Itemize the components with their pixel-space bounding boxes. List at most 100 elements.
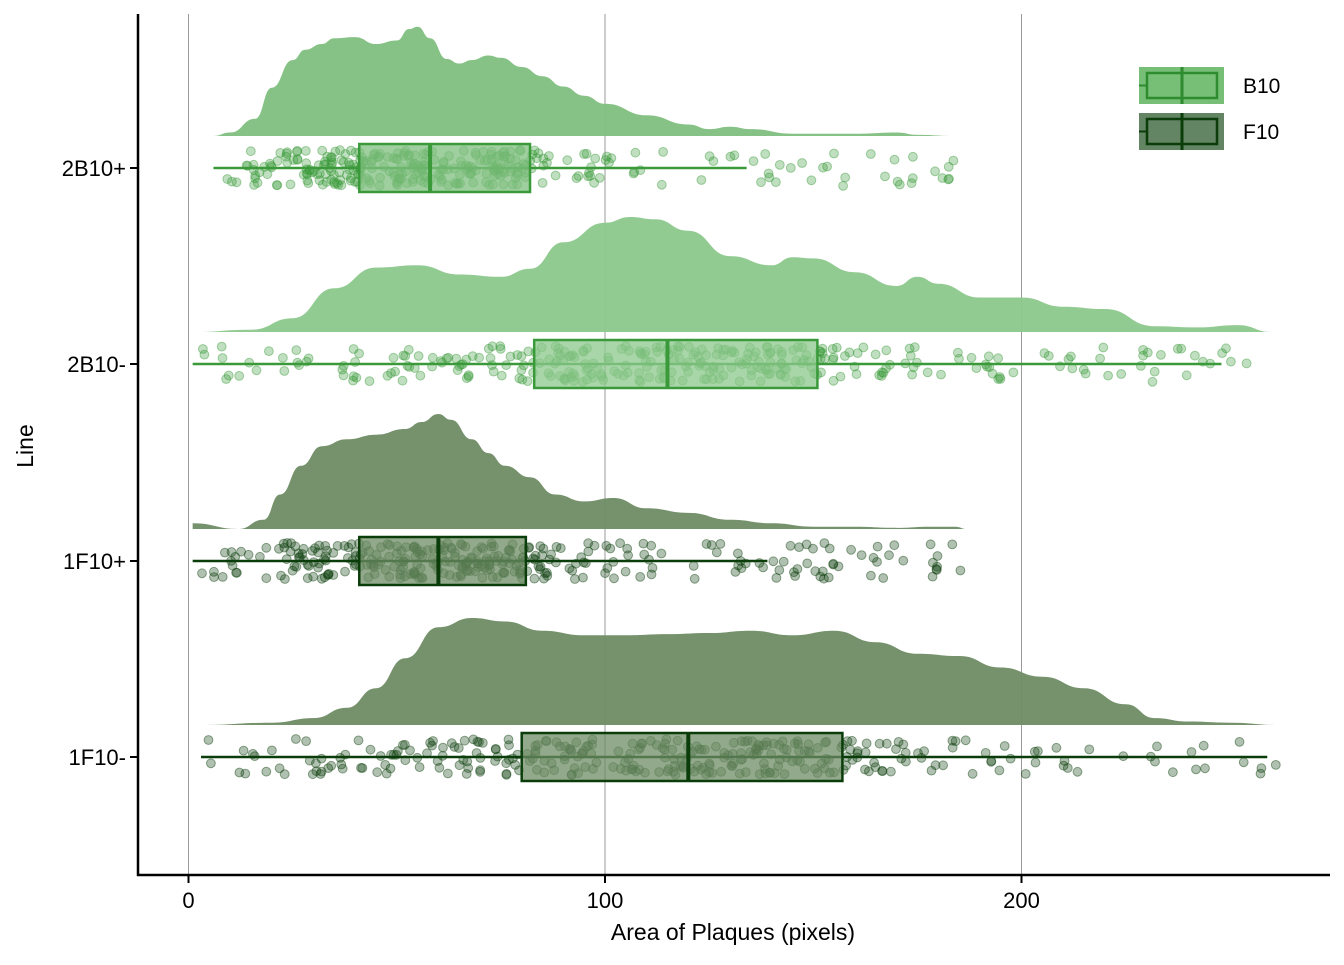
data-point	[313, 562, 324, 573]
data-point	[1138, 350, 1148, 361]
data-point	[550, 170, 561, 181]
data-point	[1080, 368, 1091, 379]
data-point	[797, 158, 807, 168]
data-point	[708, 156, 719, 167]
data-point	[535, 541, 546, 551]
data-point	[792, 564, 803, 574]
data-point	[312, 169, 323, 180]
data-point	[993, 353, 1003, 364]
data-point	[314, 540, 325, 551]
data-point	[281, 148, 292, 159]
data-point	[245, 146, 256, 157]
data-point	[380, 760, 391, 770]
data-point	[573, 171, 584, 181]
data-point	[338, 370, 349, 381]
data-point	[828, 559, 839, 570]
data-point	[1147, 376, 1158, 387]
data-point	[293, 548, 304, 559]
data-point	[538, 543, 549, 554]
data-point	[317, 145, 328, 156]
box-1F10+	[358, 535, 528, 587]
data-point	[317, 179, 328, 190]
data-point	[313, 547, 323, 558]
data-point	[828, 375, 839, 386]
data-point	[1198, 740, 1209, 751]
boxplots	[192, 142, 1268, 783]
data-point	[217, 353, 228, 363]
data-point	[891, 744, 901, 754]
data-point	[485, 353, 496, 364]
data-point	[1255, 768, 1266, 779]
data-point	[320, 156, 330, 167]
data-point	[819, 573, 829, 584]
data-point	[512, 350, 523, 360]
data-point	[858, 342, 869, 353]
data-point	[824, 543, 835, 554]
data-point	[907, 369, 917, 380]
data-point	[496, 370, 507, 381]
data-point	[1062, 763, 1073, 773]
density-cloud-1F10-	[200, 618, 1280, 725]
y-axis-title: Line	[12, 424, 38, 467]
data-point	[475, 765, 486, 775]
data-point	[802, 558, 813, 569]
data-point	[960, 735, 971, 746]
density-cloud-1F10+	[192, 414, 968, 529]
data-point	[771, 573, 782, 583]
data-point	[688, 561, 699, 571]
data-point	[472, 736, 483, 747]
data-point	[301, 736, 312, 746]
data-point	[329, 179, 340, 189]
data-point	[864, 766, 874, 777]
data-point	[342, 170, 352, 180]
data-point	[199, 349, 210, 360]
data-point	[400, 351, 411, 361]
data-point	[840, 351, 850, 361]
data-point	[810, 566, 821, 577]
data-point	[298, 169, 309, 180]
legend: B10 F10	[1139, 67, 1280, 150]
data-point	[555, 543, 566, 553]
data-point	[936, 369, 946, 380]
data-point	[538, 153, 549, 164]
data-point	[232, 567, 242, 578]
data-point	[932, 561, 942, 572]
box-2B10-	[532, 338, 819, 390]
data-point	[1098, 342, 1109, 353]
data-point	[583, 546, 594, 557]
data-point	[336, 759, 347, 770]
data-point	[948, 155, 959, 166]
data-point	[922, 367, 933, 378]
data-point	[287, 565, 298, 576]
data-point	[932, 551, 943, 561]
data-point	[852, 348, 863, 359]
data-point	[311, 758, 321, 769]
data-point	[279, 769, 290, 780]
data-point	[340, 566, 350, 577]
data-point	[385, 763, 396, 774]
data-point	[323, 569, 333, 580]
data-point	[829, 148, 839, 159]
data-point	[302, 175, 313, 186]
data-point	[326, 155, 337, 166]
data-point	[1043, 351, 1054, 361]
data-point	[901, 756, 911, 767]
data-point	[578, 572, 588, 583]
x-tick-label: 0	[182, 888, 194, 913]
data-point	[454, 760, 465, 771]
data-point	[562, 155, 573, 166]
data-point	[297, 549, 308, 559]
data-point	[551, 542, 562, 552]
data-point	[310, 543, 320, 554]
data-point	[638, 538, 649, 549]
data-point	[227, 560, 238, 571]
data-point	[282, 147, 293, 158]
data-point	[221, 374, 232, 384]
data-point	[265, 158, 275, 169]
data-point	[870, 762, 881, 773]
data-point	[428, 736, 438, 746]
data-point	[1241, 358, 1252, 369]
data-point	[463, 370, 474, 381]
data-point	[1116, 369, 1127, 379]
data-point	[231, 177, 242, 188]
